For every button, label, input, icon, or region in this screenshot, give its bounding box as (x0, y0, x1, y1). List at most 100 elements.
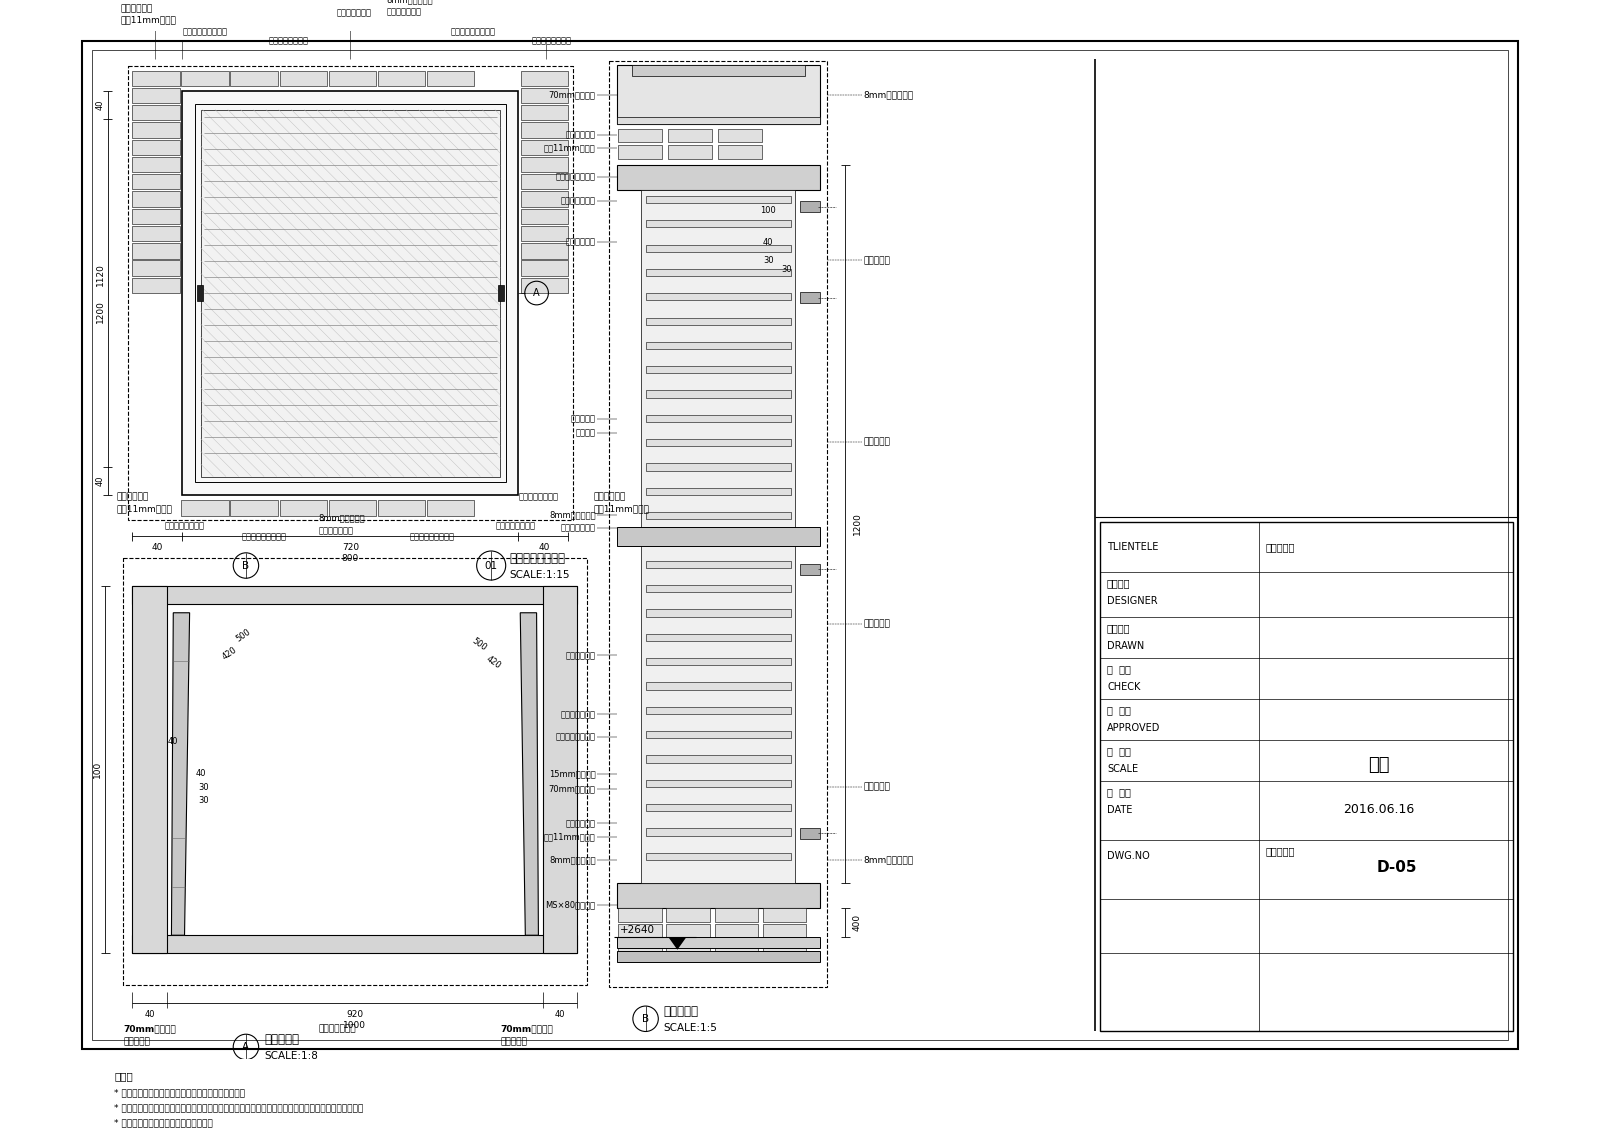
Text: 40: 40 (538, 543, 549, 552)
Text: 图纸编号：: 图纸编号： (1266, 846, 1296, 856)
Bar (645, 779, 790, 787)
Bar (645, 244, 790, 252)
Text: 100: 100 (760, 206, 776, 215)
Bar (667, 941, 710, 955)
Text: * 如图纸有误差，按现场实际尺寸为准。: * 如图纸有误差，按现场实际尺寸为准。 (114, 1119, 213, 1128)
Bar (645, 853, 790, 860)
Text: 800: 800 (342, 554, 358, 563)
Bar (669, 129, 712, 143)
Bar (642, 190, 795, 882)
Bar (133, 586, 578, 604)
Bar (133, 586, 166, 953)
Text: 30: 30 (781, 265, 792, 274)
Text: 8mm厚硅酸钙板: 8mm厚硅酸钙板 (549, 855, 595, 864)
Text: 设计师：: 设计师： (1107, 578, 1131, 588)
Bar (718, 145, 762, 158)
Bar (645, 464, 790, 470)
Bar (328, 500, 376, 516)
Bar (645, 512, 790, 519)
Bar (133, 139, 179, 155)
Text: 白色乳胶漆: 白色乳胶漆 (864, 256, 891, 265)
Bar (645, 633, 790, 641)
Bar (618, 924, 662, 938)
Text: 1200: 1200 (96, 300, 106, 322)
Text: 灰色铝合金窗框: 灰色铝合金窗框 (560, 710, 595, 719)
Bar (123, 559, 587, 985)
Text: APPROVED: APPROVED (1107, 723, 1160, 733)
Text: 420: 420 (221, 646, 238, 662)
Bar (645, 390, 790, 398)
Text: 仿红砖文化石: 仿红砖文化石 (594, 492, 626, 501)
Text: （勾11mm灰缝）: （勾11mm灰缝） (544, 832, 595, 841)
Bar (133, 935, 578, 953)
Bar (645, 342, 790, 349)
Text: 仿红砖文化石: 仿红砖文化石 (566, 819, 595, 828)
Bar (618, 145, 662, 158)
Bar (645, 366, 790, 373)
Text: A: A (242, 1042, 250, 1052)
Bar (616, 951, 819, 961)
Bar (645, 682, 790, 690)
Bar (133, 105, 179, 121)
Bar (230, 70, 278, 86)
Text: 实木窗框油灰色漆: 实木窗框油灰色漆 (269, 36, 309, 45)
Bar (763, 908, 806, 922)
Text: 8mm厚磨砂玻璃: 8mm厚磨砂玻璃 (549, 510, 595, 519)
Text: 30: 30 (198, 783, 210, 792)
Text: 灰色铝合金窗框: 灰色铝合金窗框 (560, 197, 595, 206)
Text: 8mm厚磨砂玻璃: 8mm厚磨砂玻璃 (387, 0, 434, 5)
Text: 8mm厚硅酸钙板: 8mm厚硅酸钙板 (864, 855, 914, 864)
Bar (522, 226, 568, 241)
Text: DESIGNER: DESIGNER (1107, 596, 1158, 606)
Text: （勾11mm灰缝）: （勾11mm灰缝） (544, 144, 595, 153)
Text: 注意：: 注意： (114, 1071, 133, 1081)
Bar (616, 527, 819, 545)
Text: 仿红砖文化石: 仿红砖文化石 (117, 492, 149, 501)
Text: 420: 420 (485, 655, 502, 671)
Polygon shape (171, 613, 190, 935)
Bar (645, 196, 790, 204)
Bar (645, 318, 790, 325)
Bar (522, 191, 568, 207)
Text: 500: 500 (470, 637, 488, 653)
Bar (133, 226, 179, 241)
Bar (522, 157, 568, 172)
Text: 40: 40 (763, 238, 773, 247)
Bar (522, 70, 568, 86)
Text: 面贴即时贴图案: 面贴即时贴图案 (387, 7, 422, 16)
Bar (800, 828, 819, 839)
Bar (427, 500, 474, 516)
Text: 实木百叶窗油灰色漆: 实木百叶窗油灰色漆 (410, 532, 454, 541)
Text: B: B (642, 1013, 650, 1024)
Text: 1200: 1200 (853, 512, 862, 535)
Text: 40: 40 (144, 1010, 155, 1019)
Text: 白色乳胶漆: 白色乳胶漆 (864, 438, 891, 447)
Text: （勾11mm灰缝）: （勾11mm灰缝） (120, 15, 176, 24)
Bar (718, 129, 762, 143)
Bar (1099, 521, 1514, 1030)
Bar (763, 924, 806, 938)
Text: 不锈钢窗合页: 不锈钢窗合页 (566, 238, 595, 247)
Bar (616, 165, 819, 190)
Text: 实木窗框油灰色漆: 实木窗框油灰色漆 (555, 172, 595, 181)
Bar (133, 157, 179, 172)
Text: 仿红砖文化石: 仿红砖文化石 (566, 130, 595, 139)
Bar (181, 500, 229, 516)
Text: 校  对：: 校 对： (1107, 664, 1131, 674)
Bar (645, 707, 790, 714)
Bar (632, 66, 805, 76)
Bar (378, 70, 426, 86)
Text: DATE: DATE (1107, 805, 1133, 814)
Bar (498, 285, 504, 301)
Bar (328, 70, 376, 86)
Text: 实木窗框油灰色漆: 实木窗框油灰色漆 (496, 521, 536, 530)
Text: 720: 720 (342, 543, 358, 552)
Text: 01: 01 (485, 561, 498, 570)
Text: 1000: 1000 (344, 1020, 366, 1029)
Bar (645, 804, 790, 811)
Bar (181, 70, 229, 86)
Polygon shape (520, 613, 539, 935)
Text: 灰色铝合金窗框: 灰色铝合金窗框 (336, 9, 371, 18)
Bar (645, 269, 790, 276)
Bar (522, 260, 568, 276)
